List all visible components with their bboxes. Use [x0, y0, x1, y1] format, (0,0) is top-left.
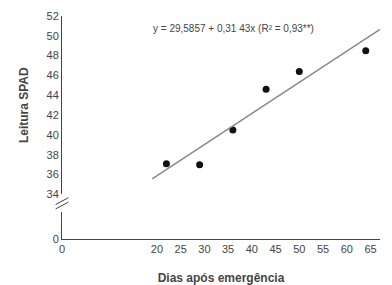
svg-text:35: 35 — [222, 243, 234, 255]
svg-text:30: 30 — [198, 243, 210, 255]
svg-text:y = 29,5857 + 0,31 43x (R² = 0: y = 29,5857 + 0,31 43x (R² = 0,93**) — [153, 23, 314, 34]
svg-text:46: 46 — [47, 69, 59, 81]
svg-text:44: 44 — [47, 89, 59, 101]
svg-text:50: 50 — [293, 243, 305, 255]
svg-text:34: 34 — [47, 188, 59, 200]
svg-text:52: 52 — [47, 10, 59, 22]
svg-text:40: 40 — [47, 129, 59, 141]
svg-text:38: 38 — [47, 149, 59, 161]
svg-text:42: 42 — [47, 109, 59, 121]
svg-text:65: 65 — [364, 243, 376, 255]
svg-text:0: 0 — [59, 243, 65, 255]
svg-text:36: 36 — [47, 168, 59, 180]
svg-text:50: 50 — [47, 30, 59, 42]
svg-text:Dias após emergência: Dias após emergência — [158, 271, 285, 285]
svg-text:45: 45 — [269, 243, 281, 255]
svg-text:20: 20 — [151, 243, 163, 255]
svg-text:48: 48 — [47, 49, 59, 61]
svg-text:Leitura SPAD: Leitura SPAD — [17, 67, 31, 143]
svg-text:55: 55 — [317, 243, 329, 255]
svg-text:60: 60 — [341, 243, 353, 255]
svg-text:40: 40 — [246, 243, 258, 255]
svg-text:25: 25 — [175, 243, 187, 255]
svg-text:0: 0 — [53, 233, 59, 245]
